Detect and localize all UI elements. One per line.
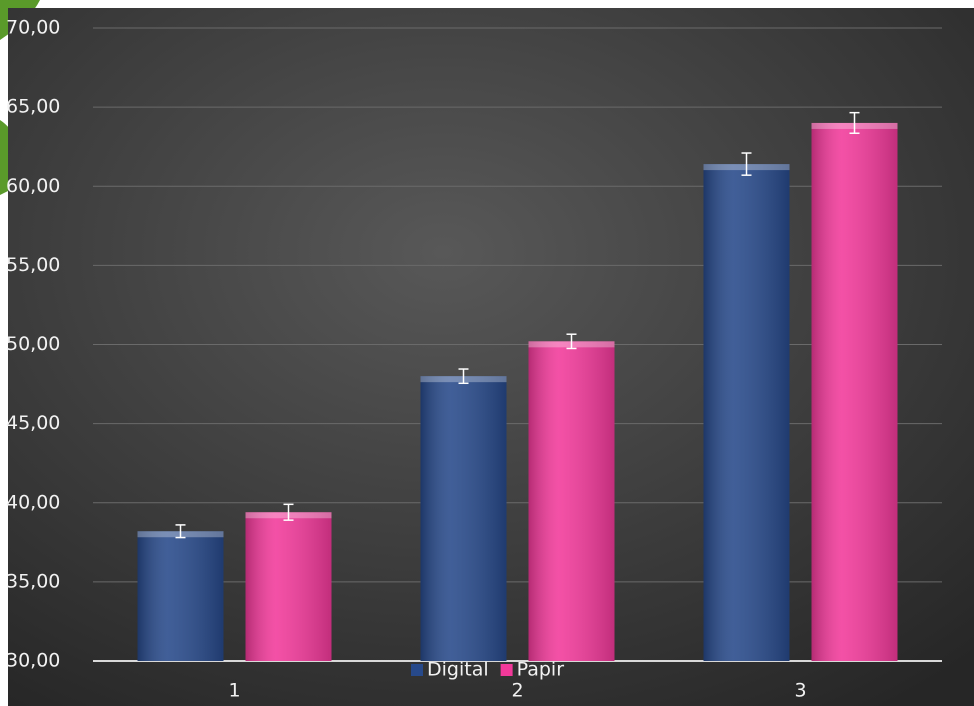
y-tick-label: 35,00 — [6, 570, 60, 592]
legend-label: Digital — [427, 659, 489, 681]
bar-shine — [137, 531, 224, 661]
error-bar — [458, 368, 469, 385]
y-tick-label: 45,00 — [6, 412, 60, 434]
bar-shine — [245, 512, 332, 661]
x-tick-label: 3 — [794, 680, 806, 702]
error-bar — [566, 333, 577, 350]
legend-swatch — [411, 664, 423, 676]
x-tick-label: 2 — [511, 680, 523, 702]
y-tick-label: 55,00 — [6, 254, 60, 276]
legend-label: Papir — [517, 659, 565, 681]
bar-shine — [811, 122, 898, 661]
y-tick-label: 60,00 — [6, 175, 60, 197]
bar-shine — [528, 341, 615, 661]
y-tick-label: 70,00 — [6, 17, 60, 39]
error-bar — [741, 152, 752, 176]
bar-shine — [703, 164, 790, 661]
x-tick-label: 1 — [228, 680, 240, 702]
error-bar — [849, 111, 860, 134]
y-tick-label: 50,00 — [6, 333, 60, 355]
error-bar — [283, 503, 294, 521]
legend-swatch — [500, 664, 513, 676]
error-bar — [175, 524, 186, 539]
bar-shine — [420, 376, 507, 661]
y-tick-label: 40,00 — [6, 491, 60, 513]
y-tick-label: 30,00 — [6, 650, 60, 672]
y-tick-label: 65,00 — [6, 96, 60, 118]
